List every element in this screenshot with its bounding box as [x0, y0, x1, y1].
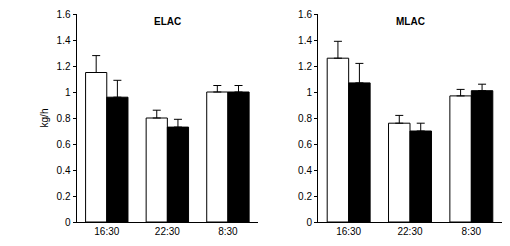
svg-text:8:30: 8:30	[462, 226, 482, 237]
svg-text:1.2: 1.2	[298, 61, 312, 72]
svg-text:0.4: 0.4	[298, 165, 312, 176]
svg-text:0.6: 0.6	[57, 139, 71, 150]
svg-text:0.8: 0.8	[298, 113, 312, 124]
svg-text:kg/h: kg/h	[39, 109, 50, 128]
svg-text:0: 0	[65, 217, 71, 228]
svg-text:MLAC: MLAC	[396, 16, 425, 27]
svg-text:ELAC: ELAC	[154, 16, 181, 27]
svg-text:8:30: 8:30	[218, 226, 238, 237]
svg-text:1.2: 1.2	[57, 61, 71, 72]
svg-text:1.4: 1.4	[298, 35, 312, 46]
svg-text:22:30: 22:30	[155, 226, 180, 237]
svg-text:1: 1	[65, 87, 71, 98]
svg-text:1.6: 1.6	[298, 9, 312, 20]
svg-text:16:30: 16:30	[94, 226, 119, 237]
svg-text:0.4: 0.4	[57, 165, 71, 176]
svg-text:1.6: 1.6	[57, 9, 71, 20]
svg-text:0.6: 0.6	[298, 139, 312, 150]
svg-text:1.4: 1.4	[57, 35, 71, 46]
svg-text:0: 0	[306, 217, 312, 228]
svg-text:0.2: 0.2	[57, 191, 71, 202]
svg-text:22:30: 22:30	[397, 226, 422, 237]
svg-text:0.8: 0.8	[57, 113, 71, 124]
svg-text:16:30: 16:30	[336, 226, 361, 237]
svg-text:0.2: 0.2	[298, 191, 312, 202]
svg-text:1: 1	[306, 87, 312, 98]
